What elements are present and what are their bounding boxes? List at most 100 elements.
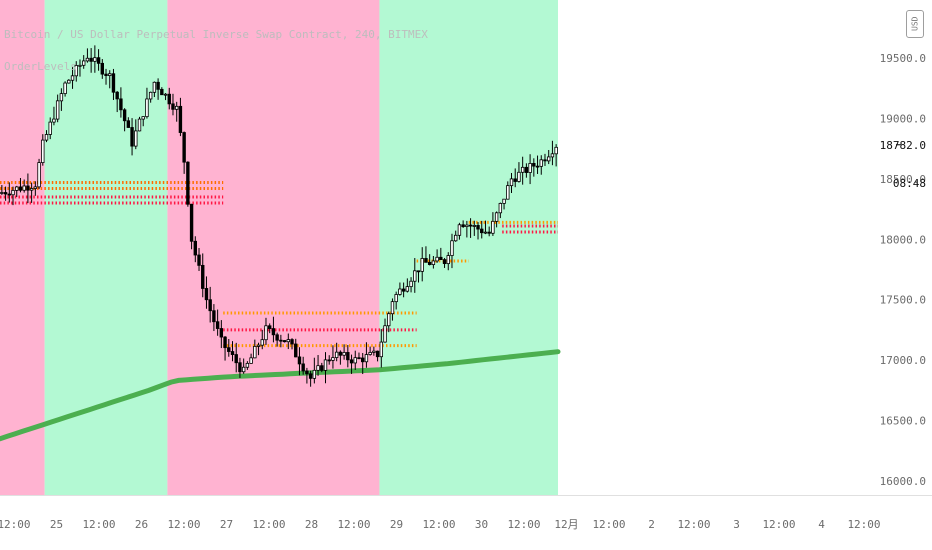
x-tick-label: 12:00 (847, 518, 880, 531)
candle-body (189, 203, 194, 242)
candle-body (279, 339, 283, 342)
y-tick-label: 16500.0 (880, 415, 926, 428)
candle-body (130, 127, 134, 147)
x-tick-label: 29 (390, 518, 403, 531)
candle-body (256, 344, 261, 347)
candle-body (465, 224, 469, 227)
candle-body (115, 91, 119, 100)
candle-body (357, 357, 361, 360)
candle-body (543, 159, 547, 162)
candle-body (547, 156, 551, 162)
candle-body (37, 162, 41, 188)
candle-body (249, 357, 253, 364)
candle-body (96, 57, 101, 64)
x-tick-label: 12:00 (82, 518, 115, 531)
x-tick-label: 27 (220, 518, 233, 531)
regime-band (167, 0, 380, 495)
x-tick-label: 3 (733, 518, 740, 531)
x-tick-label: 12:00 (677, 518, 710, 531)
candle-body (342, 352, 346, 356)
candle-body (33, 186, 38, 189)
x-tick-label: 12:00 (422, 518, 455, 531)
candle-body (18, 186, 23, 191)
candle-body (223, 336, 227, 349)
candle-body (85, 57, 90, 62)
candle-body (108, 73, 112, 76)
candle-body (100, 62, 104, 75)
candle-body (111, 73, 116, 93)
regime-band (0, 0, 45, 495)
candle-body (375, 350, 380, 358)
candle-body (509, 178, 514, 187)
candle-body (446, 255, 450, 265)
candle-body (487, 231, 491, 234)
candle-body (502, 198, 506, 204)
candle-body (528, 163, 532, 173)
x-tick-label: 12:00 (592, 518, 625, 531)
axes: 16000.0 16500.0 17000.0 17500.0 18000.0 18500… (0, 52, 932, 531)
candle-body (264, 325, 268, 341)
x-tick-label: 12:00 (762, 518, 795, 531)
candle-body (134, 130, 138, 147)
candle-body (178, 105, 183, 133)
candle-body (535, 165, 540, 168)
candle-body (219, 328, 224, 338)
candle-body (390, 301, 395, 315)
symbol-title: Bitcoin / US Dollar Perpetual Inverse Sw… (4, 28, 428, 41)
candle-body (480, 228, 484, 234)
candle-body (450, 240, 454, 256)
candle-body (308, 373, 313, 379)
candle-body (271, 328, 276, 336)
candle-body (201, 264, 205, 289)
candle-body (126, 120, 131, 128)
candle-body (74, 65, 78, 77)
candle-body (494, 212, 499, 222)
candle-body (364, 354, 369, 363)
candle-body (89, 57, 93, 62)
candle-body (439, 256, 443, 260)
candle-body (241, 366, 246, 373)
x-tick-label: 12:00 (252, 518, 285, 531)
candle-body (137, 118, 142, 132)
y-tick-label: 19000.0 (880, 112, 926, 125)
regime-band (379, 0, 558, 495)
currency-badge[interactable]: USD (906, 10, 924, 38)
candle-body (379, 341, 383, 358)
last-price-label: 18782.0 (880, 139, 926, 152)
candle-body (182, 132, 186, 163)
candle-body (372, 350, 376, 353)
candle-body (160, 88, 164, 96)
candle-body (294, 343, 298, 358)
candle-body (483, 231, 488, 234)
candle-body (234, 354, 238, 364)
candle-body (204, 288, 209, 301)
candle-body (67, 79, 71, 84)
x-tick-label: 2 (648, 518, 655, 531)
candle-body (338, 351, 343, 356)
x-tick-label: 12:00 (337, 518, 370, 531)
candle-body (275, 334, 279, 341)
candle-body (383, 325, 387, 343)
candle-body (26, 185, 30, 191)
candle-body (498, 203, 503, 214)
x-tick-label: 4 (818, 518, 825, 531)
candle-body (524, 166, 529, 173)
candle-body (93, 57, 97, 62)
candle-body (245, 362, 250, 368)
candle-body (532, 163, 536, 167)
candle-body (82, 60, 86, 66)
candle-body (353, 357, 357, 364)
candle-body (316, 365, 320, 371)
candle-body (230, 351, 235, 355)
candle-body (238, 362, 242, 373)
y-tick-label: 16000.0 (880, 475, 926, 488)
candle-body (148, 91, 153, 100)
y-tick-label: 17000.0 (880, 354, 926, 367)
candle-body (286, 339, 290, 343)
candle-body (424, 258, 428, 263)
candle-body (11, 189, 15, 196)
candle-body (461, 224, 465, 227)
candle-body (312, 369, 317, 379)
